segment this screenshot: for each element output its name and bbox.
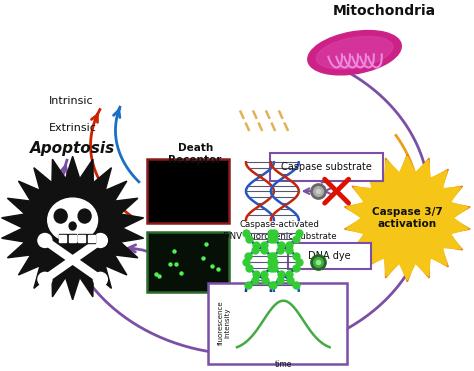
FancyBboxPatch shape [78,234,86,243]
FancyBboxPatch shape [147,232,229,292]
Circle shape [93,272,107,286]
Circle shape [93,233,107,247]
Ellipse shape [316,36,393,69]
Polygon shape [345,154,470,282]
Text: time: time [274,359,292,368]
FancyBboxPatch shape [88,235,94,242]
FancyBboxPatch shape [288,243,372,269]
FancyBboxPatch shape [59,235,66,242]
Ellipse shape [308,30,401,75]
Text: Apoptosis: Apoptosis [30,141,115,156]
FancyBboxPatch shape [270,153,383,181]
Circle shape [38,272,52,286]
Text: DNA dye: DNA dye [308,251,351,261]
Polygon shape [1,156,144,300]
Text: Mitochondria: Mitochondria [333,4,436,18]
Ellipse shape [48,198,98,242]
Ellipse shape [69,222,76,230]
FancyBboxPatch shape [59,234,67,243]
Text: Death
Receptor: Death Receptor [168,143,222,165]
FancyBboxPatch shape [69,235,76,242]
Ellipse shape [78,209,91,223]
Text: Extrinsic: Extrinsic [49,124,97,134]
Polygon shape [346,156,468,280]
Text: fluorescence
intensity: fluorescence intensity [218,301,230,345]
FancyBboxPatch shape [147,159,229,223]
Text: Caspase 3/7
activation: Caspase 3/7 activation [372,207,443,229]
FancyBboxPatch shape [68,234,76,243]
FancyBboxPatch shape [208,283,346,364]
Ellipse shape [54,209,67,223]
Text: Caspase substrate: Caspase substrate [281,162,372,172]
Circle shape [38,233,52,247]
FancyBboxPatch shape [78,235,85,242]
FancyBboxPatch shape [87,234,95,243]
Text: Intrinsic: Intrinsic [49,95,93,105]
Text: Caspase-activated
DNV fluorogenic substrate: Caspase-activated DNV fluorogenic substr… [223,220,337,241]
